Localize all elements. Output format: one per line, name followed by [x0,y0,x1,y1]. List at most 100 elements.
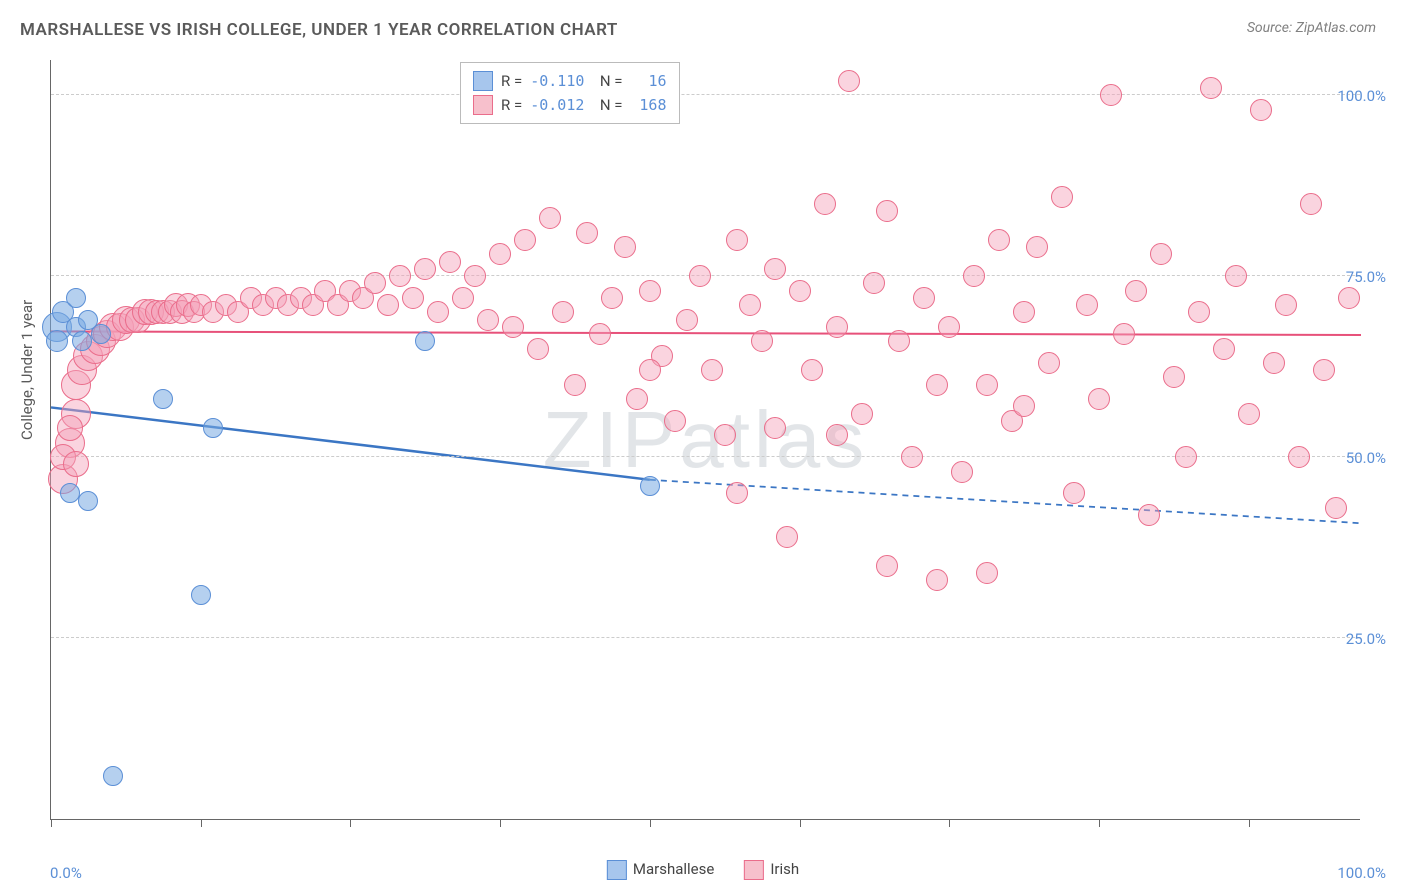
scatter-point-irish [1138,504,1160,526]
scatter-point-irish [552,301,574,323]
grid-line-h [51,94,1360,95]
scatter-point-irish [1088,388,1110,410]
scatter-point-irish [1163,366,1185,388]
scatter-point-irish [1275,294,1297,316]
scatter-point-irish [801,359,823,381]
scatter-point-irish [776,526,798,548]
scatter-point-irish [863,272,885,294]
stats-n-label: N = [592,93,622,117]
source-label: Source: ZipAtlas.com [1247,20,1376,36]
scatter-point-irish [57,415,83,441]
legend-swatch-marshallese [607,860,627,880]
scatter-point-irish [1150,243,1172,265]
scatter-point-irish [726,229,748,251]
trend-line [51,331,1361,335]
scatter-point-irish [464,265,486,287]
scatter-point-irish [1063,482,1085,504]
x-tick [800,819,801,827]
scatter-point-irish [664,410,686,432]
scatter-point-irish [626,388,648,410]
x-tick [51,819,52,827]
scatter-point-marshallese [153,389,173,409]
x-axis-max-label: 100.0% [1337,864,1386,882]
scatter-point-irish [452,287,474,309]
scatter-point-irish [377,294,399,316]
scatter-point-irish [414,258,436,280]
scatter-point-irish [1051,186,1073,208]
scatter-point-irish [1300,193,1322,215]
grid-line-h [51,456,1360,457]
scatter-point-irish [1313,359,1335,381]
chart-plot-area: ZIPatlas [50,60,1360,820]
scatter-point-irish [926,569,948,591]
y-tick-label: 75.0% [1346,268,1386,286]
y-tick-label: 50.0% [1346,449,1386,467]
scatter-point-marshallese [191,585,211,605]
scatter-point-irish [888,330,910,352]
legend-swatch-irish [744,860,764,880]
scatter-point-marshallese [46,330,68,352]
scatter-point-irish [851,403,873,425]
stats-n-value: 168 [631,93,667,117]
stats-box: R =-0.110 N =16R =-0.012 N =168 [460,62,680,124]
stats-swatch [473,71,493,91]
scatter-point-irish [726,482,748,504]
scatter-point-irish [814,193,836,215]
scatter-point-irish [1113,323,1135,345]
trend-line [51,407,650,479]
scatter-point-irish [876,555,898,577]
scatter-point-irish [714,424,736,446]
scatter-point-irish [926,374,948,396]
scatter-point-irish [527,338,549,360]
scatter-point-irish [764,258,786,280]
y-axis-label: College, Under 1 year [18,300,36,440]
scatter-point-marshallese [203,418,223,438]
scatter-point-irish [988,229,1010,251]
scatter-point-irish [427,301,449,323]
legend-label-irish: Irish [770,860,799,878]
x-tick [949,819,950,827]
scatter-point-irish [951,461,973,483]
stats-r-value: -0.110 [530,69,584,93]
x-tick [1099,819,1100,827]
scatter-point-irish [1200,77,1222,99]
scatter-point-irish [614,236,636,258]
scatter-point-marshallese [72,331,92,351]
scatter-point-marshallese [640,476,660,496]
scatter-point-irish [1013,301,1035,323]
scatter-point-irish [1175,446,1197,468]
scatter-point-irish [764,417,786,439]
scatter-point-irish [489,243,511,265]
scatter-point-marshallese [415,331,435,351]
chart-title: MARSHALLESE VS IRISH COLLEGE, UNDER 1 YE… [20,20,618,40]
scatter-point-irish [514,229,536,251]
scatter-point-irish [1026,236,1048,258]
scatter-point-irish [1288,446,1310,468]
stats-r-label: R = [501,93,522,117]
scatter-point-irish [1213,338,1235,360]
stats-row: R =-0.012 N =168 [473,93,667,117]
scatter-point-marshallese [91,324,111,344]
scatter-point-marshallese [66,288,86,308]
scatter-point-irish [477,309,499,331]
scatter-point-irish [1325,497,1347,519]
scatter-point-irish [1338,287,1360,309]
scatter-point-irish [739,294,761,316]
legend-item-marshallese: Marshallese [607,860,714,880]
scatter-point-irish [389,265,411,287]
scatter-point-irish [826,316,848,338]
x-tick [350,819,351,827]
scatter-point-marshallese [60,483,80,503]
scatter-point-irish [364,272,386,294]
x-axis-min-label: 0.0% [50,864,82,882]
scatter-point-irish [601,287,623,309]
scatter-point-irish [639,359,661,381]
legend-item-irish: Irish [744,860,799,880]
scatter-point-irish [564,374,586,396]
trend-lines-layer [51,60,1360,819]
scatter-point-irish [838,70,860,92]
scatter-point-irish [539,207,561,229]
bottom-legend: Marshallese Irish [607,860,799,880]
scatter-point-irish [639,280,661,302]
scatter-point-irish [1100,84,1122,106]
